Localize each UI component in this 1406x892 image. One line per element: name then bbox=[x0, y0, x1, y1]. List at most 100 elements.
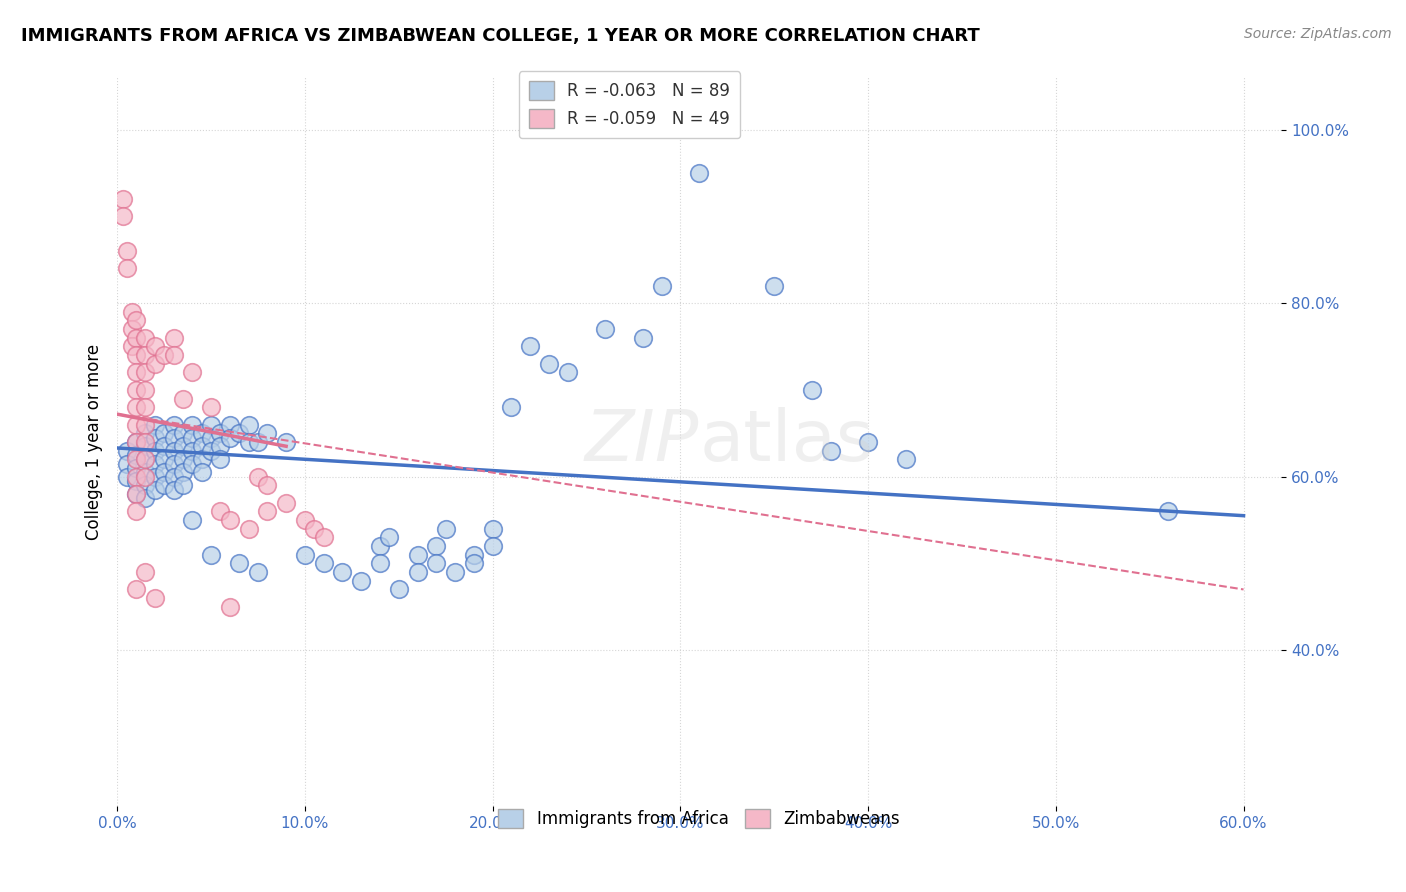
Point bbox=[238, 522, 260, 536]
Point bbox=[134, 565, 156, 579]
Point bbox=[218, 513, 240, 527]
Point bbox=[368, 557, 391, 571]
Y-axis label: College, 1 year or more: College, 1 year or more bbox=[86, 343, 103, 540]
Point bbox=[115, 261, 138, 276]
Point bbox=[463, 548, 485, 562]
Point bbox=[312, 530, 335, 544]
Point bbox=[134, 469, 156, 483]
Point bbox=[1157, 504, 1180, 518]
Point bbox=[115, 469, 138, 483]
Point bbox=[125, 452, 148, 467]
Point bbox=[143, 443, 166, 458]
Point bbox=[162, 469, 184, 483]
Point bbox=[125, 474, 148, 488]
Point bbox=[228, 426, 250, 441]
Point bbox=[111, 209, 134, 223]
Point bbox=[200, 401, 222, 415]
Point bbox=[125, 448, 148, 462]
Point bbox=[153, 452, 176, 467]
Point bbox=[200, 548, 222, 562]
Point bbox=[294, 548, 316, 562]
Point bbox=[350, 574, 373, 588]
Point bbox=[162, 431, 184, 445]
Point bbox=[153, 426, 176, 441]
Point bbox=[125, 504, 148, 518]
Point bbox=[125, 417, 148, 432]
Point bbox=[444, 565, 467, 579]
Point bbox=[125, 383, 148, 397]
Point bbox=[143, 469, 166, 483]
Point bbox=[190, 426, 212, 441]
Point bbox=[121, 304, 143, 318]
Point bbox=[593, 322, 616, 336]
Point bbox=[181, 443, 204, 458]
Point bbox=[312, 557, 335, 571]
Point bbox=[181, 513, 204, 527]
Point bbox=[134, 491, 156, 506]
Point bbox=[501, 401, 523, 415]
Point bbox=[162, 443, 184, 458]
Point bbox=[143, 431, 166, 445]
Point bbox=[218, 599, 240, 614]
Point bbox=[125, 461, 148, 475]
Point bbox=[162, 331, 184, 345]
Point bbox=[125, 434, 148, 449]
Point bbox=[425, 557, 447, 571]
Point bbox=[238, 434, 260, 449]
Point bbox=[218, 431, 240, 445]
Point bbox=[134, 465, 156, 479]
Point bbox=[134, 439, 156, 453]
Point bbox=[256, 504, 278, 518]
Point bbox=[481, 522, 503, 536]
Point bbox=[190, 439, 212, 453]
Point bbox=[332, 565, 354, 579]
Point bbox=[218, 417, 240, 432]
Point bbox=[557, 366, 579, 380]
Point bbox=[115, 443, 138, 458]
Point bbox=[763, 278, 786, 293]
Point bbox=[181, 431, 204, 445]
Point bbox=[143, 339, 166, 353]
Point bbox=[125, 434, 148, 449]
Point bbox=[153, 465, 176, 479]
Point bbox=[134, 383, 156, 397]
Point bbox=[481, 539, 503, 553]
Point bbox=[121, 339, 143, 353]
Point bbox=[181, 366, 204, 380]
Point bbox=[276, 496, 298, 510]
Point bbox=[190, 452, 212, 467]
Point bbox=[143, 483, 166, 497]
Point bbox=[143, 417, 166, 432]
Point bbox=[631, 331, 654, 345]
Point bbox=[162, 417, 184, 432]
Point bbox=[856, 434, 879, 449]
Point bbox=[134, 331, 156, 345]
Point bbox=[463, 557, 485, 571]
Point bbox=[406, 565, 429, 579]
Point bbox=[209, 452, 232, 467]
Point bbox=[143, 591, 166, 606]
Point bbox=[256, 478, 278, 492]
Point bbox=[388, 582, 411, 597]
Point bbox=[134, 434, 156, 449]
Point bbox=[115, 457, 138, 471]
Point bbox=[153, 439, 176, 453]
Point bbox=[246, 469, 269, 483]
Point bbox=[688, 166, 710, 180]
Point bbox=[125, 487, 148, 501]
Point bbox=[228, 557, 250, 571]
Point bbox=[143, 457, 166, 471]
Point bbox=[181, 417, 204, 432]
Point bbox=[246, 565, 269, 579]
Point bbox=[134, 366, 156, 380]
Point bbox=[134, 452, 156, 467]
Point bbox=[406, 548, 429, 562]
Point bbox=[200, 431, 222, 445]
Point bbox=[172, 392, 194, 406]
Text: Source: ZipAtlas.com: Source: ZipAtlas.com bbox=[1244, 27, 1392, 41]
Text: atlas: atlas bbox=[699, 408, 873, 476]
Point bbox=[820, 443, 842, 458]
Point bbox=[651, 278, 673, 293]
Point bbox=[125, 348, 148, 362]
Point bbox=[153, 348, 176, 362]
